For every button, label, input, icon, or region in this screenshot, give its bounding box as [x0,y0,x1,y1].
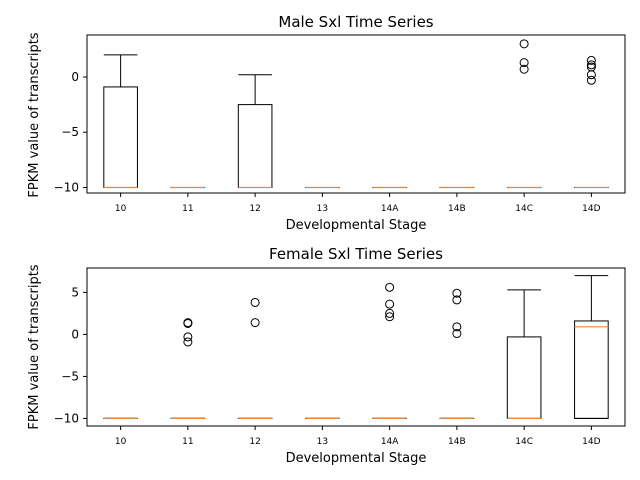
y-tick-label: −10 [54,180,79,194]
outlier-point [452,288,462,298]
y-tick-label: −5 [61,369,79,383]
box-12 [237,297,273,420]
axes-frame [86,34,626,194]
outlier-point [586,55,596,65]
outlier-point [452,295,462,305]
plot-area: −10 −5 0 5 10 11 12 13 14A 14B 14C 14D [54,267,626,447]
outlier-point [452,329,462,339]
box-14C [506,39,542,189]
y-tick-label: 5 [71,285,79,299]
outlier-point [385,312,395,322]
y-tick-label: 0 [71,70,79,84]
outlier-point [250,318,260,328]
box-10 [103,54,138,189]
chart-title: Female Sxl Time Series [269,245,443,263]
x-tick-label: 14D [582,204,600,214]
x-tick-label: 14D [582,437,600,447]
x-tick-label: 14C [515,204,533,214]
y-tick-label: 0 [71,327,79,341]
outlier-point [385,308,395,318]
outlier-point [385,299,395,309]
chart-title: Male Sxl Time Series [278,13,433,31]
x-tick-label: 11 [182,204,193,214]
x-tick-label: 14C [515,437,533,447]
female-chart: Female Sxl Time Series Developmental Sta… [27,245,626,466]
x-axis-label: Developmental Stage [286,451,427,466]
outlier-point [385,282,395,292]
box-14C [506,289,542,420]
outlier-point [586,60,596,70]
x-tick-label: 10 [115,437,127,447]
outlier-point [183,332,193,342]
box-11 [170,318,206,420]
outlier-point [519,64,529,74]
x-tick-label: 13 [317,204,328,214]
box-14A [372,282,407,420]
x-tick-label: 14B [448,204,466,214]
box-body [574,320,609,419]
male-chart: Male Sxl Time Series Developmental Stage… [27,13,626,233]
y-axis-label: FPKM value of transcripts [27,264,42,429]
x-tick-label: 10 [115,204,127,214]
y-tick-label: −10 [54,411,79,425]
x-tick-label: 14A [381,437,399,447]
plot-area: −10 −5 0 10 11 12 13 14A 14B 14C 14D [54,34,626,214]
x-tick-label: 14A [381,204,399,214]
box-14B [439,288,475,420]
x-tick-label: 12 [249,204,260,214]
x-tick-label: 14B [448,437,466,447]
x-tick-label: 13 [317,437,328,447]
outlier-point [183,337,193,347]
outlier-point [519,58,529,68]
y-axis-label: FPKM value of transcripts [27,32,42,197]
outlier-point [250,297,260,307]
outlier-point [586,75,596,85]
box-14D [574,55,609,189]
outlier-point [452,322,462,332]
outlier-point [183,318,193,328]
outlier-point [519,39,529,49]
axes-frame [86,267,626,427]
x-tick-label: 12 [249,437,260,447]
x-axis-label: Developmental Stage [286,218,427,233]
outlier-point [586,70,596,80]
box-12 [237,74,273,189]
y-tick-label: −5 [61,125,79,139]
box-14D [574,275,609,419]
x-tick-label: 11 [182,437,193,447]
